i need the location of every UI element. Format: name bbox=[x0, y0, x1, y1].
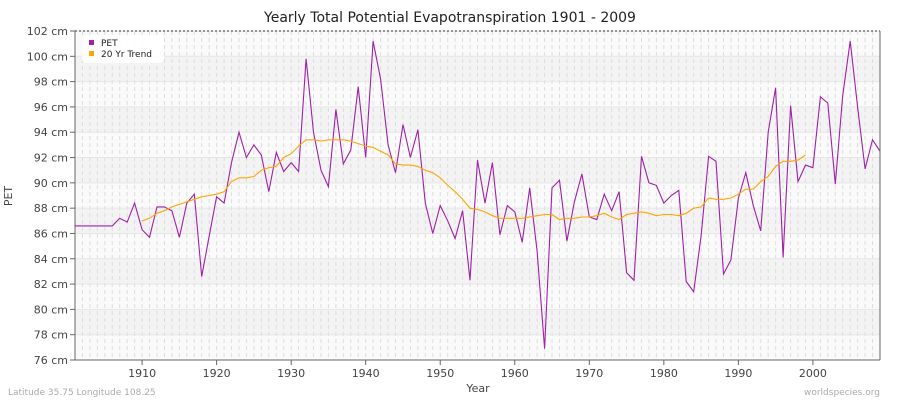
y-tick-label: 84 cm bbox=[34, 253, 68, 266]
y-tick-label: 94 cm bbox=[34, 126, 68, 139]
y-tick-label: 78 cm bbox=[34, 329, 68, 342]
x-tick-label: 1980 bbox=[650, 367, 678, 380]
chart-title: Yearly Total Potential Evapotranspiratio… bbox=[263, 10, 636, 26]
legend-box bbox=[82, 35, 164, 63]
x-tick-label: 1970 bbox=[575, 367, 603, 380]
x-tick-label: 1960 bbox=[501, 367, 529, 380]
footer-source: worldspecies.org bbox=[804, 388, 880, 398]
pet-series-line bbox=[75, 40, 881, 349]
y-axis-label: PET bbox=[2, 186, 15, 207]
legend-swatch-trend bbox=[89, 51, 94, 56]
trend-series-line bbox=[141, 139, 806, 222]
footer-location: Latitude 35.75 Longitude 108.25 bbox=[8, 388, 156, 398]
legend: PET 20 Yr Trend bbox=[82, 35, 164, 63]
y-tick-label: 100 cm bbox=[27, 50, 68, 63]
y-tick-label: 76 cm bbox=[34, 354, 68, 367]
x-tick-label: 1940 bbox=[352, 367, 380, 380]
x-tick-label: 1990 bbox=[724, 367, 752, 380]
x-tick-label: 1920 bbox=[203, 367, 231, 380]
x-tick-label: 1950 bbox=[426, 367, 454, 380]
x-tick-label: 2000 bbox=[799, 367, 827, 380]
legend-label-pet: PET bbox=[101, 39, 118, 49]
y-tick-label: 90 cm bbox=[34, 177, 68, 190]
y-tick-label: 80 cm bbox=[34, 303, 68, 316]
y-tick-label: 86 cm bbox=[34, 227, 68, 240]
x-axis-label: Year bbox=[465, 382, 490, 395]
y-tick-label: 92 cm bbox=[34, 152, 68, 165]
legend-label-trend: 20 Yr Trend bbox=[101, 50, 152, 60]
y-tick-label: 102 cm bbox=[27, 25, 68, 38]
x-tick-label: 1930 bbox=[277, 367, 305, 380]
y-tick-label: 82 cm bbox=[34, 278, 68, 291]
x-tick-label: 1910 bbox=[128, 367, 156, 380]
legend-swatch-pet bbox=[89, 40, 94, 45]
y-tick-label: 88 cm bbox=[34, 202, 68, 215]
y-tick-label: 96 cm bbox=[34, 101, 68, 114]
y-tick-label: 98 cm bbox=[34, 76, 68, 89]
